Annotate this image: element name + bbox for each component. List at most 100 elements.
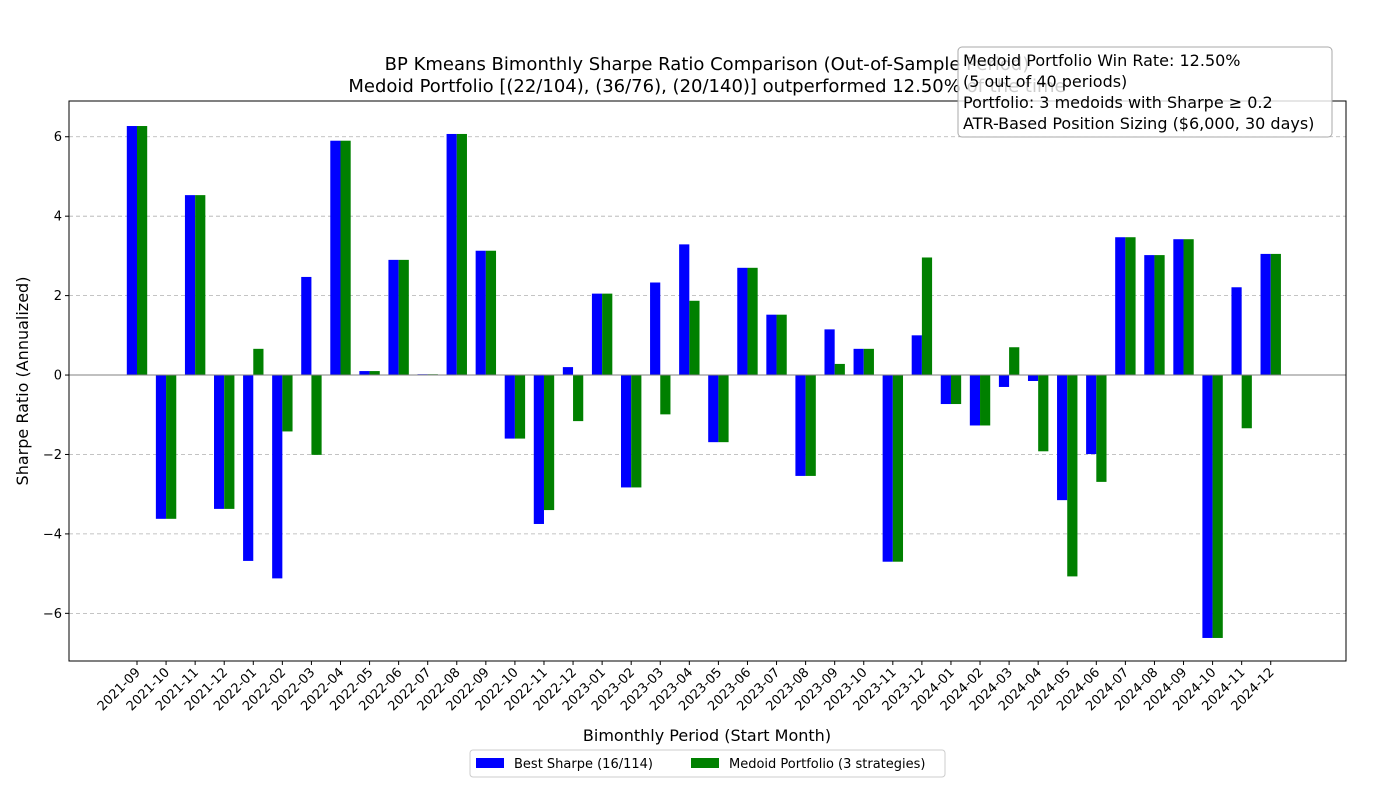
legend-swatch-medoid-portfolio <box>691 758 719 768</box>
bar-medoid-portfolio <box>1212 375 1223 638</box>
bar-best-sharpe <box>853 348 864 376</box>
bar-best-sharpe <box>795 375 806 476</box>
bar-medoid-portfolio <box>631 375 642 488</box>
bar-medoid-portfolio <box>602 293 613 376</box>
bar-best-sharpe <box>475 250 486 376</box>
bar-medoid-portfolio <box>1183 239 1194 376</box>
bar-best-sharpe <box>650 282 661 376</box>
y-tick-label: 2 <box>54 289 62 304</box>
y-tick-label: 4 <box>54 210 62 225</box>
bar-best-sharpe <box>679 244 690 376</box>
bar-best-sharpe <box>882 375 893 562</box>
bar-medoid-portfolio <box>485 250 497 376</box>
y-tick-label: −2 <box>43 448 62 463</box>
info-box-frame <box>957 46 1333 138</box>
bar-best-sharpe <box>388 259 399 376</box>
bar-medoid-portfolio <box>224 375 235 509</box>
bar-best-sharpe <box>214 375 225 509</box>
bar-best-sharpe <box>708 375 719 443</box>
bar-best-sharpe <box>969 375 981 426</box>
bar-medoid-portfolio <box>137 126 148 376</box>
info-win-rate: Medoid Portfolio Win Rate: 12.50% <box>963 51 1241 70</box>
bar-best-sharpe <box>824 329 835 376</box>
bar-medoid-portfolio <box>834 363 845 376</box>
bar-medoid-portfolio <box>1067 375 1078 577</box>
bar-best-sharpe <box>330 140 341 376</box>
bar-best-sharpe <box>446 133 457 376</box>
bar-medoid-portfolio <box>456 133 467 376</box>
bar-best-sharpe <box>1027 375 1039 381</box>
plot-area-frame <box>68 100 1347 662</box>
bar-medoid-portfolio <box>747 267 758 376</box>
y-tick-label: −4 <box>43 527 62 542</box>
bar-best-sharpe <box>1260 253 1271 376</box>
bar-medoid-portfolio <box>573 375 584 422</box>
y-tick-label: 0 <box>54 369 62 384</box>
bar-best-sharpe <box>359 371 370 376</box>
bar-medoid-portfolio <box>514 375 526 439</box>
info-period-count: (5 out of 40 periods) <box>963 72 1127 91</box>
bar-medoid-portfolio <box>689 300 700 376</box>
bar-medoid-portfolio <box>282 375 293 432</box>
bar-medoid-portfolio <box>1125 237 1136 376</box>
info-position-sizing: ATR-Based Position Sizing ($6,000, 30 da… <box>963 114 1314 133</box>
bar-medoid-portfolio <box>1096 375 1107 482</box>
y-axis-label: Sharpe Ratio (Annualized) <box>13 277 32 486</box>
chart-title-line1: BP Kmeans Bimonthly Sharpe Ratio Compari… <box>385 54 1030 75</box>
bar-medoid-portfolio <box>1009 347 1020 376</box>
bar-best-sharpe <box>126 126 137 376</box>
bar-best-sharpe <box>1231 287 1242 376</box>
bar-medoid-portfolio <box>950 375 962 405</box>
info-portfolio: Portfolio: 3 medoids with Sharpe ≥ 0.2 <box>963 93 1273 112</box>
bar-best-sharpe <box>998 375 1010 387</box>
bar-medoid-portfolio <box>311 375 322 455</box>
bar-medoid-portfolio <box>1038 375 1049 452</box>
bar-medoid-portfolio <box>195 195 206 376</box>
bar-best-sharpe <box>301 276 312 376</box>
bar-best-sharpe <box>737 267 748 376</box>
bar-best-sharpe <box>620 375 632 488</box>
bar-best-sharpe <box>184 195 196 376</box>
legend: Best Sharpe (16/114) Medoid Portfolio (3… <box>469 749 946 778</box>
bar-medoid-portfolio <box>980 375 991 426</box>
bar-best-sharpe <box>243 375 254 561</box>
bar-best-sharpe <box>766 314 777 376</box>
y-axis-ticks: −6 −4 −2 0 2 4 6 <box>43 130 69 622</box>
bar-medoid-portfolio <box>166 375 177 519</box>
bar-best-sharpe <box>940 375 951 405</box>
legend-swatch-best-sharpe <box>476 758 504 768</box>
bar-medoid-portfolio <box>398 259 409 376</box>
bar-best-sharpe <box>1115 237 1126 376</box>
bar-medoid-portfolio <box>660 375 671 415</box>
info-box: Medoid Portfolio Win Rate: 12.50% (5 out… <box>957 46 1333 138</box>
bar-medoid-portfolio <box>863 348 874 376</box>
bar-best-sharpe <box>1057 375 1068 501</box>
bar-best-sharpe <box>504 375 515 439</box>
bar-best-sharpe <box>155 375 167 519</box>
bar-best-sharpe <box>272 375 283 579</box>
legend-label-best-sharpe: Best Sharpe (16/114) <box>514 757 653 772</box>
x-axis-label: Bimonthly Period (Start Month) <box>583 726 831 745</box>
bar-medoid-portfolio <box>1241 375 1252 429</box>
bars <box>126 126 1281 638</box>
bar-best-sharpe <box>1202 375 1213 638</box>
bar-best-sharpe <box>533 375 544 524</box>
bar-medoid-portfolio <box>253 348 264 376</box>
bar-best-sharpe <box>591 293 603 376</box>
bar-best-sharpe <box>1144 255 1155 376</box>
bar-medoid-portfolio <box>1154 255 1165 376</box>
x-axis-ticks: 2021-092021-102021-112021-122022-012022-… <box>95 661 1278 714</box>
y-tick-label: 6 <box>54 130 62 145</box>
bar-medoid-portfolio <box>369 371 380 376</box>
bar-medoid-portfolio <box>776 314 787 376</box>
chart-title-line2: Medoid Portfolio [(22/104), (36/76), (20… <box>348 76 1065 97</box>
bar-medoid-portfolio <box>718 375 729 443</box>
bar-best-sharpe <box>1086 375 1097 455</box>
bar-medoid-portfolio <box>340 140 351 376</box>
bar-best-sharpe <box>1173 239 1184 376</box>
bar-medoid-portfolio <box>1270 253 1281 376</box>
bar-medoid-portfolio <box>805 375 816 476</box>
bar-best-sharpe <box>911 335 922 376</box>
bar-medoid-portfolio <box>892 375 904 562</box>
